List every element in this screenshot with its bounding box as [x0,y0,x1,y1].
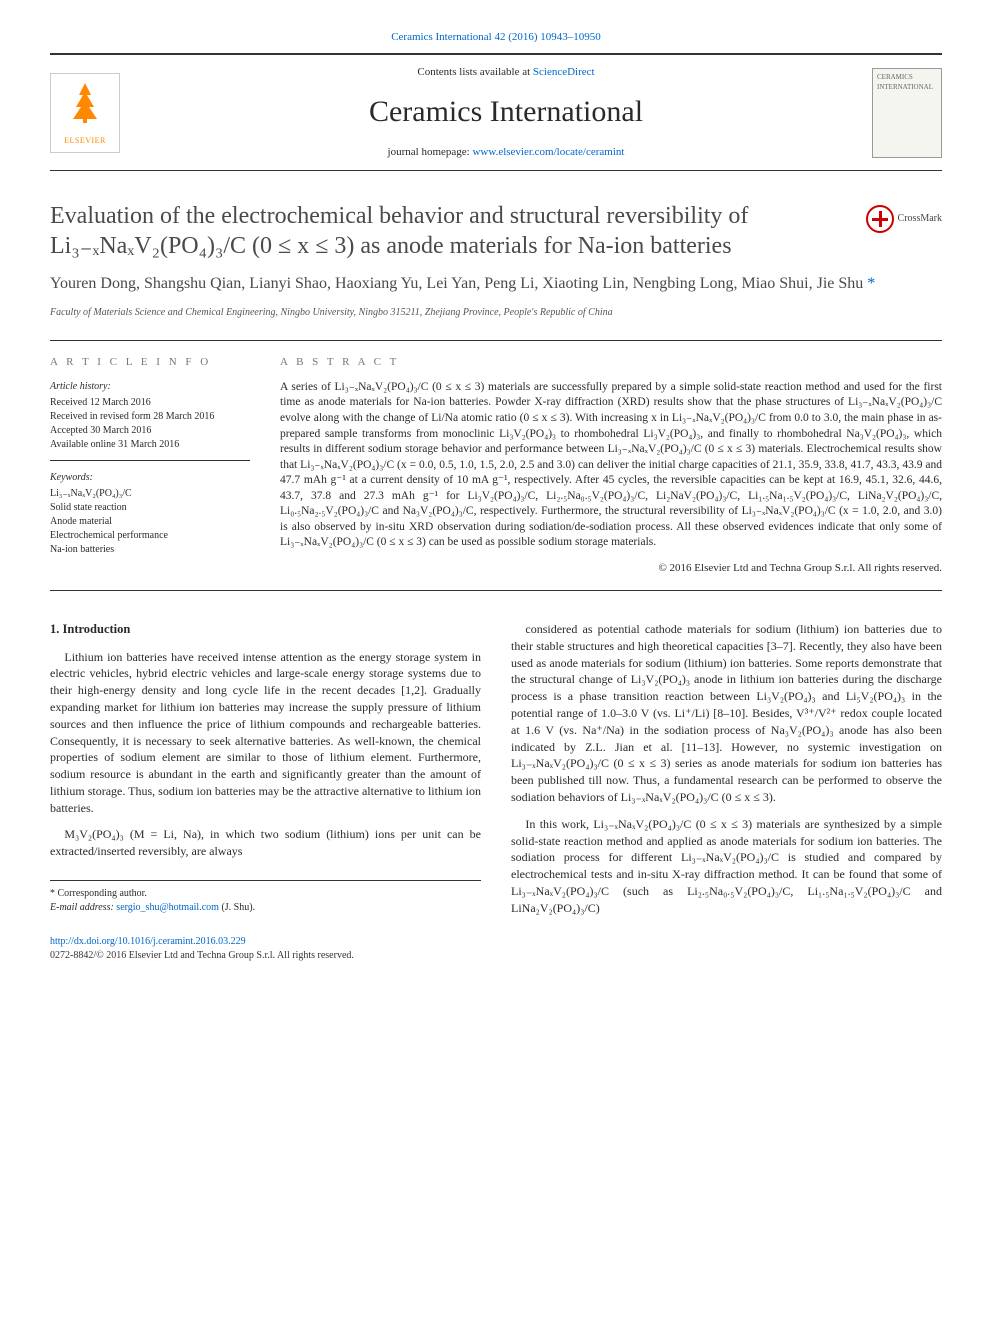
history-line: Received in revised form 28 March 2016 [50,410,250,424]
authors-line: Youren Dong, Shangshu Qian, Lianyi Shao,… [50,273,942,295]
article-info-col: A R T I C L E I N F O Article history: R… [50,355,250,576]
article-info-heading: A R T I C L E I N F O [50,355,250,370]
abstract-heading: A B S T R A C T [280,355,942,370]
doi-link[interactable]: http://dx.doi.org/10.1016/j.ceramint.201… [50,936,246,947]
journal-header: ELSEVIER Contents lists available at Sci… [50,54,942,171]
body-paragraph: In this work, Li₃₋ₓNaₓV₂(PO₄)₃/C (0 ≤ x … [511,816,942,917]
article-title: Evaluation of the electrochemical behavi… [50,201,850,261]
abstract-col: A B S T R A C T A series of Li₃₋ₓNaₓV₂(P… [280,355,942,576]
affiliation: Faculty of Materials Science and Chemica… [50,306,942,320]
abstract-copyright: © 2016 Elsevier Ltd and Techna Group S.r… [280,561,942,576]
history-line: Received 12 March 2016 [50,396,250,410]
doi-line: http://dx.doi.org/10.1016/j.ceramint.201… [50,935,942,949]
email-line: E-mail address: sergio_shu@hotmail.com (… [50,901,481,915]
contents-line: Contents lists available at ScienceDirec… [140,65,872,80]
footnotes: * Corresponding author. E-mail address: … [50,880,481,915]
keyword: Na-ion batteries [50,543,250,557]
abstract-text: A series of Li₃₋ₓNaₓV₂(PO₄)₃/C (0 ≤ x ≤ … [280,380,942,551]
body-col-right: considered as potential cathode material… [511,621,942,927]
corresponding-note: * Corresponding author. [50,887,481,901]
history-line: Available online 31 March 2016 [50,438,250,452]
history-label: Article history: [50,380,250,394]
keyword: Solid state reaction [50,501,250,515]
email-link[interactable]: sergio_shu@hotmail.com [116,902,219,913]
citation-link[interactable]: Ceramics International 42 (2016) 10943–1… [391,31,601,43]
keyword: Electrochemical performance [50,529,250,543]
elsevier-logo: ELSEVIER [50,73,120,153]
journal-cover-thumb: CERAMICS INTERNATIONAL [872,68,942,158]
crossmark-icon [866,205,894,233]
body-paragraph: Lithium ion batteries have received inte… [50,649,481,817]
keyword: Anode material [50,515,250,529]
history-line: Accepted 30 March 2016 [50,424,250,438]
homepage-link[interactable]: www.elsevier.com/locate/ceramint [472,146,624,158]
tree-icon [65,79,105,135]
crossmark-badge[interactable]: CrossMark [866,205,942,233]
journal-name: Ceramics International [140,91,872,133]
crossmark-label: CrossMark [898,212,942,226]
elsevier-label: ELSEVIER [64,135,106,146]
homepage-line: journal homepage: www.elsevier.com/locat… [140,145,872,160]
body-paragraph: M₃V₂(PO₄)₃ (M = Li, Na), in which two so… [50,826,481,860]
corresponding-mark[interactable]: * [867,275,875,292]
running-header: Ceramics International 42 (2016) 10943–1… [50,30,942,49]
keywords-label: Keywords: [50,471,250,485]
body-col-left: 1. Introduction Lithium ion batteries ha… [50,621,481,927]
section-heading: 1. Introduction [50,621,481,639]
issn-line: 0272-8842/© 2016 Elsevier Ltd and Techna… [50,949,942,963]
body-paragraph: considered as potential cathode material… [511,621,942,806]
keyword: Li₃₋ₓNaₓV₂(PO₄)₃/C [50,487,250,501]
